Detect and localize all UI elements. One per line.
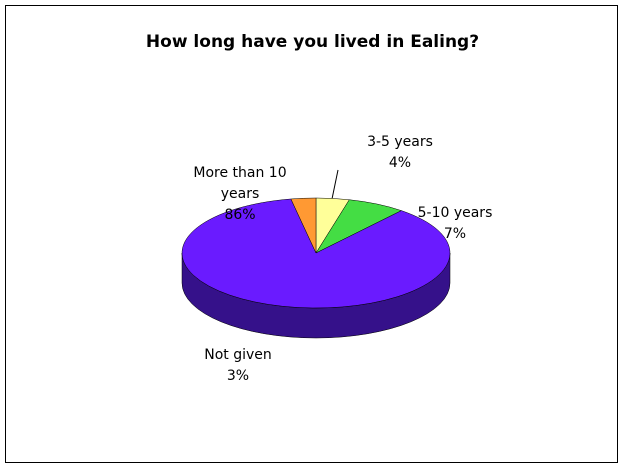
pie-slice bbox=[181, 198, 451, 309]
data-label: 5-10 years 7% bbox=[405, 203, 505, 245]
data-label: More than 10 years 86% bbox=[190, 163, 290, 226]
label-text: 86% bbox=[224, 207, 256, 223]
label-text: 4% bbox=[388, 155, 412, 171]
label-text: Not given bbox=[204, 347, 272, 363]
label-text: 3-5 years bbox=[367, 134, 433, 150]
label-text: 7% bbox=[443, 226, 467, 242]
data-label: 3-5 years 4% bbox=[350, 132, 450, 174]
label-text: More than 10 years bbox=[193, 165, 287, 202]
chart-title: How long have you lived in Ealing? bbox=[145, 32, 480, 52]
data-label: Not given 3% bbox=[188, 345, 288, 387]
label-text: 5-10 years bbox=[417, 205, 493, 221]
chart-frame bbox=[5, 5, 618, 463]
pie-slice bbox=[290, 197, 317, 254]
leader-line bbox=[331, 169, 339, 200]
label-text: 3% bbox=[226, 368, 250, 384]
